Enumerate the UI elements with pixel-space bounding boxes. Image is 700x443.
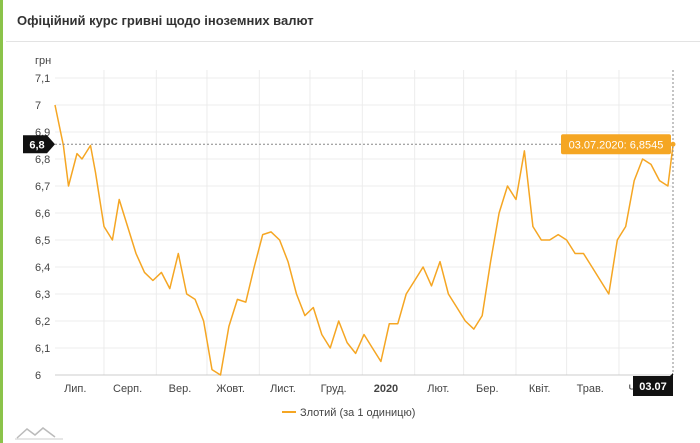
tooltip-label: 03.07.2020: 6,8545 (569, 139, 664, 151)
y-value-badge (23, 135, 55, 154)
x-value-badge (633, 373, 673, 396)
x-value-label: 03.07 (639, 381, 667, 393)
y-tick-label: 6,6 (35, 208, 50, 220)
x-tick-label: Лист. (270, 383, 296, 395)
grid-lines (55, 70, 673, 376)
x-tick-label: Лют. (427, 383, 449, 395)
series-line (54, 104, 674, 376)
y-tick-label: 7 (35, 100, 41, 112)
series-layer (54, 104, 674, 376)
x-tick-label: Жовт. (216, 383, 245, 395)
y-tick-label: 6,4 (35, 262, 50, 274)
y-tick-label: 6,7 (35, 181, 50, 193)
y-tick-label: 6,2 (35, 316, 50, 328)
y-tick-label: 6,1 (35, 343, 50, 355)
y-tick-label: 7,1 (35, 73, 50, 85)
x-tick-label: Бер. (476, 383, 499, 395)
y-value-label: 6,8 (29, 139, 44, 151)
legend[interactable]: Злотий (за 1 одиницю) (282, 407, 415, 419)
card-header: Офіційний курс гривні щодо іноземних вал… (6, 0, 700, 42)
x-tick-label: Трав. (577, 383, 604, 395)
crosshair-layer: 6,8 03.07.2020: 6,8545 03.07 (23, 70, 676, 396)
y-tick-label: 6 (35, 370, 41, 382)
y-axis-label: грн (35, 55, 51, 67)
x-tick-label: Груд. (321, 383, 347, 395)
tooltip-box (561, 134, 671, 155)
highlight-point (670, 141, 676, 147)
x-tick-label: Серп. (113, 383, 142, 395)
logo-icon (15, 427, 63, 440)
y-tick-label: 6,3 (35, 289, 50, 301)
legend-label[interactable]: Злотий (за 1 одиницю) (300, 407, 415, 419)
y-tick-label: 6,5 (35, 235, 50, 247)
y-tick-label: 6,8 (35, 154, 50, 166)
page-title: Офіційний курс гривні щодо іноземних вал… (17, 13, 314, 28)
x-tick-label: 2020 (374, 383, 398, 395)
x-tick-label: Квіт. (529, 383, 551, 395)
x-axis: Лип. Серп. Вер. Жовт. Лист. Груд. 2020 Лют. Бер.… (64, 383, 657, 395)
x-tick-label: Лип. (64, 383, 86, 395)
x-tick-label: Вер. (169, 383, 192, 395)
